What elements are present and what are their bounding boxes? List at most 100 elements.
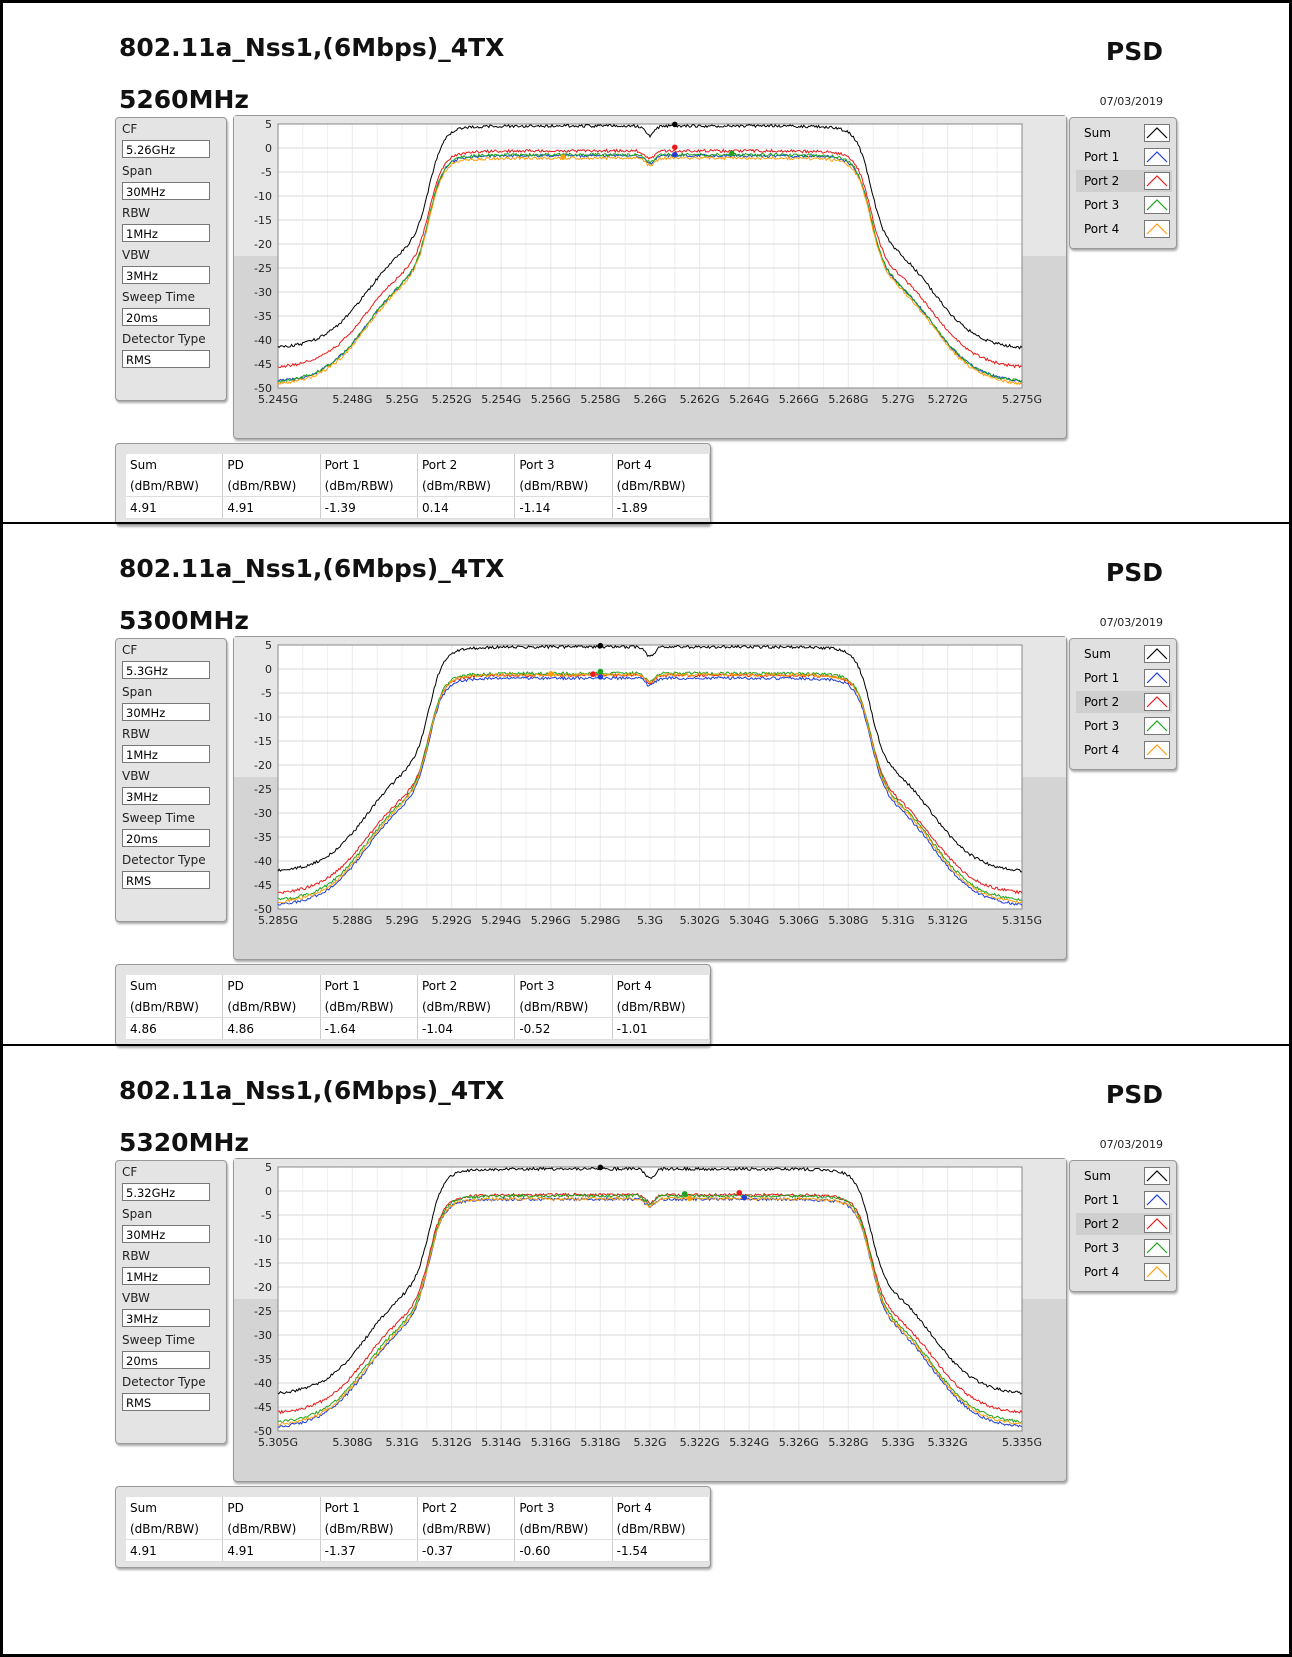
frequency-label: 5260MHz — [119, 85, 249, 114]
peak-marker-port-1 — [741, 1194, 748, 1201]
legend-item-port-3[interactable]: Port 3 — [1076, 194, 1172, 216]
legend-label: Port 1 — [1084, 671, 1120, 685]
legend-label: Port 3 — [1084, 198, 1120, 212]
param-value-vbw[interactable]: 3MHz — [122, 1309, 210, 1327]
legend-item-port-1[interactable]: Port 1 — [1076, 146, 1172, 168]
y-tick-label: -30 — [254, 286, 272, 299]
results-row-values: 4.86 4.86 -1.64 -1.04 -0.52 -1.01 — [126, 1017, 711, 1040]
param-value-detector-type[interactable]: RMS — [122, 871, 210, 889]
y-tick-label: -25 — [254, 262, 272, 275]
results-row-headers: Sum PD Port 1 Port 2 Port 3 Port 4 — [126, 975, 711, 996]
legend-item-port-2[interactable]: Port 2 — [1076, 1213, 1172, 1235]
param-value-span[interactable]: 30MHz — [122, 703, 210, 721]
x-tick-label: 5.312G — [928, 914, 968, 927]
legend-line-icon — [1146, 1194, 1168, 1206]
legend-item-sum[interactable]: Sum — [1076, 122, 1172, 144]
results-cell-units: (dBm/RBW) — [126, 475, 224, 497]
parameter-panel: CF 5.26GHz Span 30MHz RBW 1MHz VBW 3MHz Sweep Ti… — [115, 117, 227, 401]
param-value-sweep-time[interactable]: 20ms — [122, 829, 210, 847]
legend-line — [1146, 1170, 1168, 1182]
legend-item-sum[interactable]: Sum — [1076, 1165, 1172, 1187]
legend-item-port-2[interactable]: Port 2 — [1076, 691, 1172, 713]
legend-line-icon — [1146, 223, 1168, 235]
x-tick-label: 5.335G — [1002, 1436, 1042, 1449]
param-value-vbw[interactable]: 3MHz — [122, 787, 210, 805]
param-label-vbw: VBW — [122, 248, 150, 262]
param-value-sweep-time[interactable]: 20ms — [122, 308, 210, 326]
param-value-cf[interactable]: 5.32GHz — [122, 1183, 210, 1201]
legend-item-port-4[interactable]: Port 4 — [1076, 1261, 1172, 1283]
y-tick-label: -35 — [254, 1353, 272, 1366]
x-tick-label: 5.326G — [779, 1436, 819, 1449]
param-value-cf[interactable]: 5.3GHz — [122, 661, 210, 679]
results-cell-headers: Port 3 — [514, 454, 613, 475]
x-tick-label: 5.252G — [432, 393, 472, 406]
legend-swatch — [1144, 148, 1170, 166]
param-label-rbw: RBW — [122, 1249, 151, 1263]
y-tick-label: 0 — [265, 1185, 272, 1198]
legend-item-port-1[interactable]: Port 1 — [1076, 1189, 1172, 1211]
psd-chart-svg: 5 0 -5 -10 -15 -20 -25 -30 -35 -40 -45 -505.245G 5.2… — [234, 116, 1066, 406]
legend-item-port-2[interactable]: Port 2 — [1076, 170, 1172, 192]
x-tick-label: 5.332G — [928, 1436, 968, 1449]
param-value-cf[interactable]: 5.26GHz — [122, 140, 210, 158]
param-label-span: Span — [122, 1207, 153, 1221]
legend-line — [1146, 151, 1168, 163]
x-tick-label: 5.33G — [881, 1436, 914, 1449]
legend-item-port-3[interactable]: Port 3 — [1076, 1237, 1172, 1259]
results-cell-units: (dBm/RBW) — [514, 1518, 613, 1540]
param-value-sweep-time[interactable]: 20ms — [122, 1351, 210, 1369]
results-panel: Sum PD Port 1 Port 2 Port 3 Port 4 (dBm/RBW) (d… — [115, 443, 711, 525]
legend-label: Port 3 — [1084, 719, 1120, 733]
results-cell-units: (dBm/RBW) — [126, 1518, 224, 1540]
legend-item-port-3[interactable]: Port 3 — [1076, 715, 1172, 737]
y-tick-label: -50 — [254, 1425, 272, 1438]
y-tick-label: -15 — [254, 214, 272, 227]
legend-item-port-4[interactable]: Port 4 — [1076, 218, 1172, 240]
legend-item-sum[interactable]: Sum — [1076, 643, 1172, 665]
param-label-cf: CF — [122, 1165, 138, 1179]
results-cell-headers: Sum — [126, 1497, 224, 1518]
psd-section: 802.11a_Nss1,(6Mbps)_4TX PSD 5260MHz 07/03/… — [0, 0, 1292, 525]
param-value-vbw[interactable]: 3MHz — [122, 266, 210, 284]
param-value-rbw[interactable]: 1MHz — [122, 745, 210, 763]
x-tick-label: 5.275G — [1002, 393, 1042, 406]
results-cell-headers: PD — [222, 975, 321, 996]
results-row-values: 4.91 4.91 -1.37 -0.37 -0.60 -1.54 — [126, 1539, 711, 1562]
frequency-label: 5300MHz — [119, 606, 249, 635]
x-tick-label: 5.285G — [258, 914, 298, 927]
legend-line — [1146, 672, 1168, 684]
legend-swatch — [1144, 669, 1170, 687]
param-value-detector-type[interactable]: RMS — [122, 1393, 210, 1411]
legend-line — [1146, 696, 1168, 708]
y-tick-label: -15 — [254, 735, 272, 748]
param-value-span[interactable]: 30MHz — [122, 182, 210, 200]
psd-label: PSD — [1105, 558, 1163, 587]
results-cell-headers: Sum — [126, 975, 224, 996]
legend-item-port-1[interactable]: Port 1 — [1076, 667, 1172, 689]
section-title: 802.11a_Nss1,(6Mbps)_4TX — [119, 33, 505, 62]
x-tick-label: 5.258G — [580, 393, 620, 406]
legend-item-port-4[interactable]: Port 4 — [1076, 739, 1172, 761]
y-tick-label: -25 — [254, 783, 272, 796]
x-tick-label: 5.314G — [481, 1436, 521, 1449]
param-value-rbw[interactable]: 1MHz — [122, 224, 210, 242]
legend-line-icon — [1146, 175, 1168, 187]
peak-marker-port-3 — [681, 1191, 688, 1197]
param-value-span[interactable]: 30MHz — [122, 1225, 210, 1243]
y-tick-label: -10 — [254, 190, 272, 203]
peak-marker-port-2 — [736, 1189, 743, 1196]
param-value-rbw[interactable]: 1MHz — [122, 1267, 210, 1285]
y-tick-label: 5 — [265, 118, 272, 131]
x-tick-label: 5.294G — [481, 914, 521, 927]
results-cell-units: (dBm/RBW) — [222, 996, 321, 1018]
series-line-port-4 — [277, 672, 1023, 904]
date-label: 07/03/2019 — [1099, 1138, 1163, 1151]
y-tick-label: -40 — [254, 855, 272, 868]
x-tick-label: 5.315G — [1002, 914, 1042, 927]
results-cell-units: (dBm/RBW) — [514, 475, 613, 497]
results-cell-values: -1.37 — [320, 1539, 418, 1562]
legend: Sum Port 1 Port 2 Port 3 Port 4 — [1069, 638, 1177, 770]
param-value-detector-type[interactable]: RMS — [122, 350, 210, 368]
param-label-vbw: VBW — [122, 1291, 150, 1305]
